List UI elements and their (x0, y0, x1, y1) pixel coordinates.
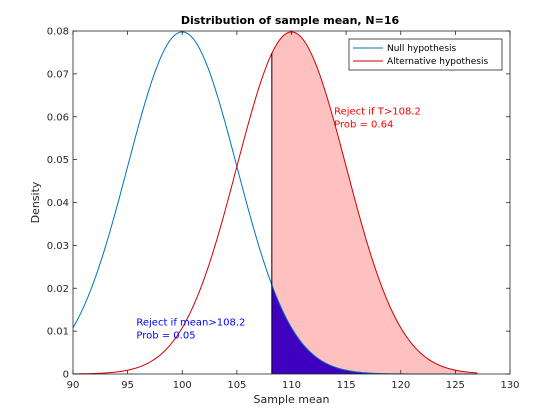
curve-alternative (72, 31, 478, 375)
x-tick-label: 100 (173, 380, 192, 391)
y-tick-label: 0.07 (47, 69, 69, 80)
y-tick-label: 0.04 (47, 198, 69, 209)
y-tick-label: 0.06 (47, 112, 69, 123)
x-tick-label: 95 (121, 380, 134, 391)
x-axis-ticks: 90 95 100 105 110 115 120 125 130 (67, 31, 520, 391)
y-tick-label: 0.05 (47, 155, 69, 166)
plot-area: 90 95 100 105 110 115 120 125 130 00.010.020.030… (47, 27, 520, 392)
x-tick-label: 125 (446, 380, 465, 391)
annotation-line: Prob = 0.64 (334, 120, 393, 131)
legend: Null hypothesis Alternative hypothesis (348, 38, 503, 71)
legend-label-alternative: Alternative hypothesis (387, 57, 488, 67)
shaded-regions (271, 31, 478, 374)
x-tick-label: 120 (391, 380, 410, 391)
y-tick-label: 0.03 (47, 241, 69, 252)
x-tick-label: 130 (500, 380, 519, 391)
x-tick-label: 110 (282, 380, 301, 391)
annotation-line: Reject if T>108.2 (334, 107, 421, 118)
shaded-region-null (271, 284, 478, 374)
y-axis-ticks: 0 0.01 0.02 0.03 0.04 0.05 0.06 0.07 0.08 (47, 27, 510, 381)
x-axis-label: Sample mean (254, 393, 330, 406)
x-tick-label: 90 (67, 380, 80, 391)
annotation-null: Reject if mean>108.2 Prob = 0.05 (136, 318, 245, 342)
annotation-alternative: Reject if T>108.2 Prob = 0.64 (334, 107, 421, 131)
annotations: Reject if T>108.2 Prob = 0.64 Reject if me… (136, 107, 421, 342)
chart-title: Distribution of sample mean, N=16 (181, 14, 400, 27)
x-tick-label: 105 (227, 380, 246, 391)
legend-label-null: Null hypothesis (387, 44, 457, 54)
y-tick-label: 0 (63, 370, 69, 381)
legend-box (348, 38, 503, 71)
y-axis-label: Density (29, 181, 42, 223)
y-tick-label: 0.02 (47, 284, 69, 295)
shaded-region-alternative (271, 31, 478, 374)
annotation-line: Prob = 0.05 (136, 331, 195, 342)
y-tick-label: 0.01 (47, 327, 69, 338)
x-tick-label: 115 (337, 380, 356, 391)
y-tick-label: 0.08 (47, 27, 69, 38)
annotation-line: Reject if mean>108.2 (136, 318, 245, 329)
